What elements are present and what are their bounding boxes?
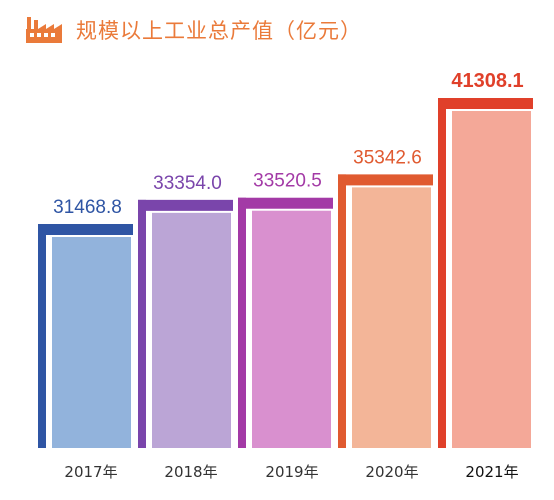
bar-frame-side [438, 98, 446, 448]
bar-fill [52, 237, 131, 448]
bar-frame-top [338, 174, 433, 186]
bar-fill [152, 212, 231, 448]
bar-2017年 [38, 224, 133, 448]
data-label: 31468.8 [53, 197, 122, 218]
data-label: 33354.0 [153, 173, 222, 194]
bar-2021年 [438, 98, 533, 448]
bar-2019年 [238, 197, 333, 448]
bar-frame-side [38, 224, 46, 448]
chart-title: 规模以上工业总产值（亿元） [76, 19, 362, 43]
data-label: 35342.6 [353, 147, 422, 168]
x-tick-label: 2018年 [164, 463, 217, 481]
bar-frame-side [338, 174, 346, 448]
factory-icon [26, 17, 62, 43]
data-label: 33520.5 [253, 171, 322, 192]
bar-fill [352, 187, 431, 448]
bar-2018年 [138, 199, 233, 448]
bar-frame-top [438, 98, 533, 109]
x-tick-label: 2017年 [64, 463, 117, 481]
bar-frame-top [38, 224, 133, 235]
bar-frame-side [138, 199, 146, 448]
chart-header: 规模以上工业总产值（亿元） [24, 12, 362, 48]
data-label: 41308.1 [451, 70, 523, 92]
bar-fill [252, 210, 331, 448]
x-tick-label: 2021年 [465, 463, 518, 481]
bar-fill [452, 111, 531, 448]
bar-frame-top [138, 199, 233, 211]
bar-2020年 [338, 174, 433, 448]
bar-frame-side [238, 197, 246, 448]
x-tick-label: 2020年 [365, 463, 418, 481]
x-tick-label: 2019年 [265, 463, 318, 481]
bar-frame-top [238, 197, 333, 209]
